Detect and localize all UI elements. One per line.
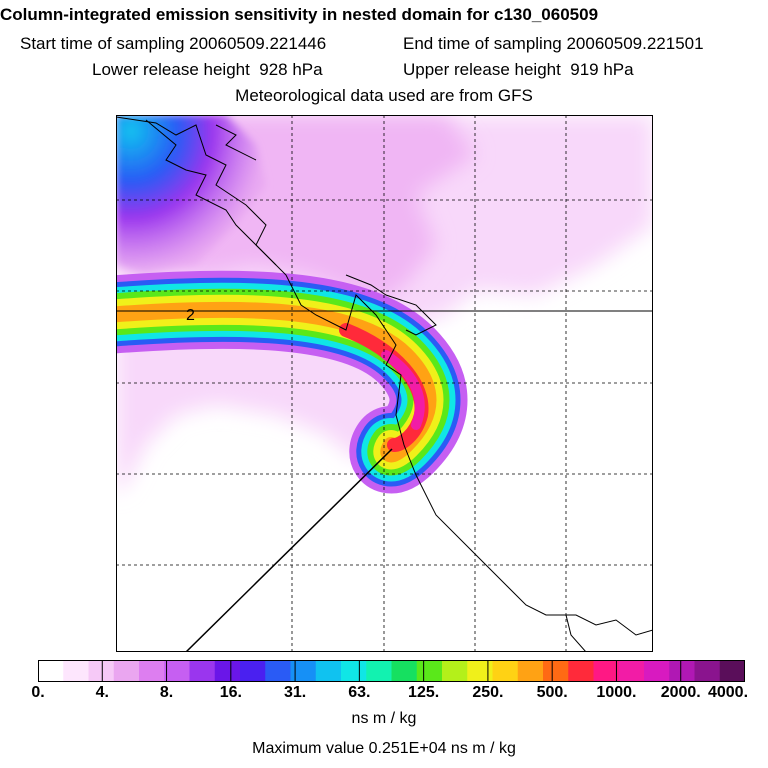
colorbar-swatch [38,660,64,682]
colorbar-tick-label: 4000. [707,684,749,701]
colorbar-swatch [644,660,670,682]
start-time-label: Start time of sampling 20060509.221446 [20,34,327,53]
colorbar-unit-label: ns m / kg [351,710,417,727]
colorbar-tick-label: 250. [472,684,504,701]
map-marker-label: 2 [186,307,195,324]
upper-release-height-label: Upper release height 919 hPa [403,60,634,79]
met-data-label: Meteorological data used are from GFS [235,86,533,105]
colorbar-swatch [366,660,392,682]
colorbar-tick-label: 1000. [596,684,637,701]
colorbar-swatch [214,660,241,682]
release-point-line [185,448,393,652]
colorbar-swatch [113,660,140,682]
colorbar-swatch [240,660,266,682]
colorbar [38,660,745,682]
high-sensitivity-blob [116,115,266,275]
colorbar-tick-label: 63. [348,684,371,701]
colorbar-swatch [315,660,342,682]
colorbar-tick-label: 0. [31,684,45,701]
map-frame [116,115,653,652]
coastline [116,116,653,652]
colorbar-tick-label: 31. [283,684,307,701]
colorbar-swatch [88,660,115,682]
colorbar-swatch [442,660,468,682]
colorbar-tick-label: 2000. [660,684,701,701]
colorbar-swatch [189,660,216,682]
end-time-label: End time of sampling 20060509.221501 [403,34,704,53]
colorbar-tick-label: 16. [219,684,242,701]
colorbar-swatch [719,660,745,682]
colorbar-swatch [467,660,493,682]
colorbar-swatch [290,660,317,682]
colorbar-tick-label: 500. [536,684,568,701]
lower-release-height-label: Lower release height 928 hPa [92,60,323,79]
colorbar-tick-label: 4. [95,684,109,701]
colorbar-swatch [63,660,89,682]
colorbar-swatch [543,660,569,682]
colorbar-swatch [341,660,367,682]
colorbar-swatch [139,660,165,682]
colorbar-swatch [568,660,594,682]
colorbar-swatch [694,660,721,682]
emission-plume [116,270,468,494]
colorbar-swatch [391,660,418,682]
colorbar-swatch [265,660,291,682]
colorbar-swatch [593,660,620,682]
colorbar-swatch [517,660,544,682]
colorbar-swatch [164,660,190,682]
plot-title: Column-integrated emission sensitivity i… [0,5,599,24]
colorbar-tick-label: 125. [408,684,440,701]
colorbar-swatch [618,660,645,682]
sensitivity-map: 2 [116,115,653,652]
colorbar-tick-label: 8. [159,684,174,701]
colorbar-swatch [669,660,695,682]
colorbar-swatch [492,660,519,682]
max-value-label: Maximum value 0.251E+04 ns m / kg [252,740,516,757]
colorbar-swatch [416,660,443,682]
